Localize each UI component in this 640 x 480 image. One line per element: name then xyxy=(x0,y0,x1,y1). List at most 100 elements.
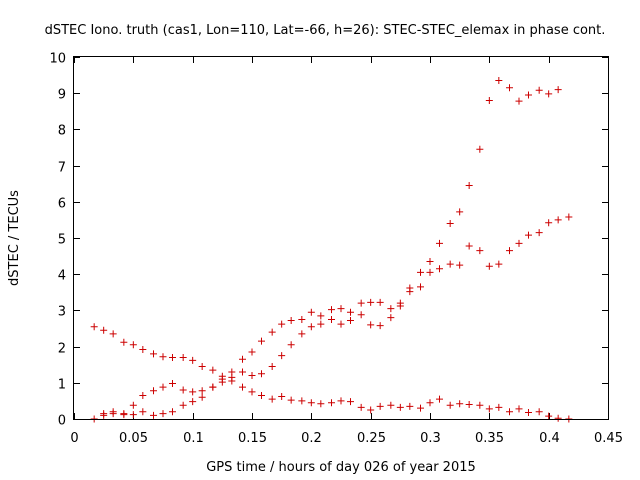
data-point-marker xyxy=(406,402,414,410)
data-point-marker xyxy=(515,97,523,105)
data-point-marker xyxy=(159,353,167,361)
data-point-marker xyxy=(328,315,336,323)
data-point-marker xyxy=(357,311,365,319)
data-point-marker xyxy=(535,86,543,94)
data-point-marker xyxy=(189,388,197,396)
data-point-marker xyxy=(426,268,434,276)
data-point-marker xyxy=(278,352,286,360)
y-axis-ticks: 0 1 2 3 4 5 6 7 8 9 10 xyxy=(49,52,608,429)
data-point-marker xyxy=(387,314,395,322)
y-tick-label: 2 xyxy=(58,342,66,357)
data-point-marker xyxy=(506,408,514,416)
x-tick-label: 0.25 xyxy=(357,431,386,446)
data-point-marker xyxy=(179,353,187,361)
data-point-marker xyxy=(209,366,217,374)
y-tick-label: 0 xyxy=(58,414,66,429)
data-point-marker xyxy=(495,260,503,268)
data-point-marker xyxy=(239,355,247,363)
data-point-marker xyxy=(90,323,98,331)
data-point-marker xyxy=(198,363,206,371)
data-point-marker xyxy=(554,414,562,422)
data-point-marker xyxy=(357,403,365,411)
data-point-marker xyxy=(209,383,217,391)
x-tick-label: 0.35 xyxy=(475,431,504,446)
y-tick-label: 1 xyxy=(58,378,66,393)
data-point-marker xyxy=(456,261,464,269)
data-point-marker xyxy=(268,328,276,336)
data-point-marker xyxy=(150,411,158,419)
x-tick-label: 0.1 xyxy=(183,431,204,446)
data-point-marker xyxy=(376,322,384,330)
data-point-marker xyxy=(278,393,286,401)
data-point-marker xyxy=(417,268,425,276)
data-point-marker xyxy=(417,404,425,412)
data-point-marker xyxy=(435,265,443,273)
y-tick-label: 6 xyxy=(58,197,66,212)
data-point-marker xyxy=(298,315,306,323)
data-point-marker xyxy=(278,320,286,328)
plot-frame xyxy=(73,56,609,420)
data-point-marker xyxy=(495,403,503,411)
data-point-marker xyxy=(159,410,167,418)
x-tick-label: 0 xyxy=(70,431,78,446)
data-point-marker xyxy=(485,96,493,104)
data-point-marker xyxy=(337,305,345,313)
chart-title: dSTEC Iono. truth (cas1, Lon=110, Lat=-6… xyxy=(45,23,606,38)
data-point-marker xyxy=(317,320,325,328)
data-point-marker xyxy=(100,326,108,334)
data-point-marker xyxy=(406,288,414,296)
data-point-marker xyxy=(257,370,265,378)
data-point-marker xyxy=(328,399,336,407)
data-point-marker xyxy=(139,408,147,416)
data-point-marker xyxy=(387,401,395,409)
data-point-marker xyxy=(346,308,354,316)
data-point-marker xyxy=(367,406,375,414)
data-point-marker xyxy=(298,397,306,405)
data-point-marker xyxy=(346,398,354,406)
y-axis-label: dSTEC / TECUs xyxy=(7,190,22,286)
y-tick-label: 7 xyxy=(58,161,66,176)
data-point-marker xyxy=(485,405,493,413)
data-point-marker xyxy=(228,368,236,376)
data-point-marker xyxy=(446,220,454,228)
data-point-marker xyxy=(268,395,276,403)
data-point-marker xyxy=(129,401,137,409)
data-point-marker xyxy=(554,216,562,224)
data-point-marker xyxy=(337,397,345,405)
data-point-marker xyxy=(268,363,276,371)
data-point-marker xyxy=(367,321,375,329)
data-point-marker xyxy=(545,219,553,227)
data-point-marker xyxy=(129,411,137,419)
data-point-marker xyxy=(328,306,336,314)
data-point-marker xyxy=(535,408,543,416)
data-point-marker xyxy=(168,353,176,361)
x-tick-label: 0.45 xyxy=(594,431,623,446)
data-point-marker xyxy=(287,317,295,325)
data-point-marker xyxy=(465,242,473,250)
data-point-marker xyxy=(524,91,532,99)
data-point-marker xyxy=(307,323,315,331)
data-point-marker xyxy=(515,405,523,413)
data-point-marker xyxy=(120,338,128,346)
data-point-marker xyxy=(228,377,236,385)
data-point-marker xyxy=(287,341,295,349)
data-point-marker xyxy=(257,391,265,399)
x-tick-label: 0.15 xyxy=(238,431,267,446)
data-point-marker xyxy=(476,145,484,153)
data-point-marker xyxy=(506,84,514,92)
data-point-marker xyxy=(168,408,176,416)
data-point-marker xyxy=(248,372,256,380)
data-point-marker xyxy=(248,388,256,396)
data-point-marker xyxy=(554,86,562,94)
data-point-marker xyxy=(239,368,247,376)
data-point-marker xyxy=(524,408,532,416)
data-point-marker xyxy=(524,231,532,239)
data-points xyxy=(90,77,573,423)
x-axis-label: GPS time / hours of day 026 of year 2015 xyxy=(206,460,476,475)
data-point-marker xyxy=(189,398,197,406)
x-tick-label: 0.3 xyxy=(420,431,441,446)
data-point-marker xyxy=(109,330,117,338)
data-point-marker xyxy=(545,412,553,420)
data-point-marker xyxy=(139,391,147,399)
